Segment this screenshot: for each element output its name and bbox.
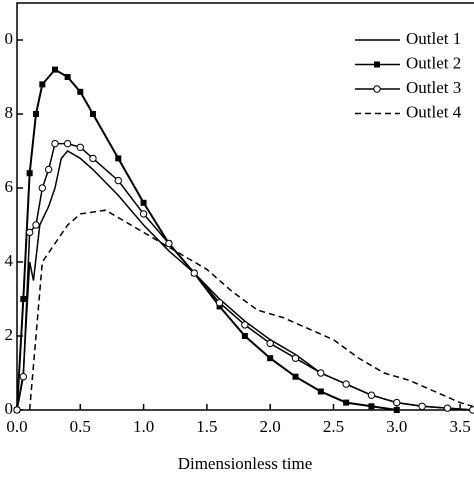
marker (51, 66, 58, 73)
marker (19, 373, 28, 381)
marker (51, 139, 59, 148)
marker (266, 339, 274, 348)
marker (89, 154, 97, 163)
y-tick-label: 0 (5, 29, 14, 48)
marker (32, 111, 39, 117)
x-tick-label: 3.5 (449, 417, 470, 436)
marker (140, 199, 147, 206)
marker (190, 269, 198, 277)
x-tick-label: 0.5 (70, 417, 91, 436)
marker (469, 406, 474, 414)
marker (26, 170, 33, 177)
marker (76, 143, 84, 152)
x-tick-label: 0.0 (6, 417, 27, 436)
marker (89, 111, 96, 117)
marker (63, 139, 72, 148)
marker (165, 239, 173, 248)
marker (267, 355, 274, 362)
marker (44, 165, 53, 174)
marker (39, 81, 46, 88)
x-axis-label: Dimensionless time (178, 454, 313, 473)
y-tick-label: 6 (5, 177, 14, 196)
marker (77, 88, 84, 95)
marker (343, 399, 350, 406)
marker (215, 299, 224, 307)
legend-label: Outlet 3 (406, 78, 461, 97)
marker (38, 184, 47, 192)
marker (317, 388, 324, 395)
x-tick-label: 2.5 (323, 417, 344, 436)
marker (20, 296, 27, 302)
marker (241, 333, 248, 339)
x-tick-label: 1.5 (196, 417, 217, 436)
legend-marker (374, 61, 380, 68)
series-line (16, 68, 397, 411)
marker (139, 210, 148, 218)
marker (241, 321, 249, 329)
series-line (16, 150, 473, 411)
marker (291, 354, 300, 362)
marker (393, 398, 401, 407)
marker (115, 155, 122, 162)
legend-label: Outlet 1 (406, 29, 461, 48)
x-tick-label: 2.0 (260, 417, 281, 436)
marker (367, 391, 376, 399)
x-tick-label: 3.0 (386, 417, 407, 436)
marker (114, 176, 122, 185)
marker (368, 403, 375, 410)
series-line (28, 209, 473, 411)
marker (25, 228, 34, 237)
marker (64, 74, 71, 80)
plot-frame (16, 2, 474, 411)
marker (418, 402, 426, 410)
marker (443, 404, 452, 412)
y-tick-label: 0 (5, 399, 14, 418)
marker (317, 369, 325, 377)
marker (292, 373, 299, 380)
x-tick-label: 1.0 (133, 417, 154, 436)
marker (342, 380, 350, 388)
legend-marker (373, 85, 381, 93)
series-line (16, 142, 473, 411)
y-tick-label: 8 (5, 103, 14, 122)
legend-label: Outlet 4 (406, 102, 462, 121)
marker (13, 406, 21, 414)
marker (393, 407, 400, 413)
legend-label: Outlet 2 (406, 53, 461, 72)
y-tick-label: 2 (5, 325, 14, 344)
marker (32, 221, 40, 229)
y-tick-label: 4 (5, 251, 14, 270)
